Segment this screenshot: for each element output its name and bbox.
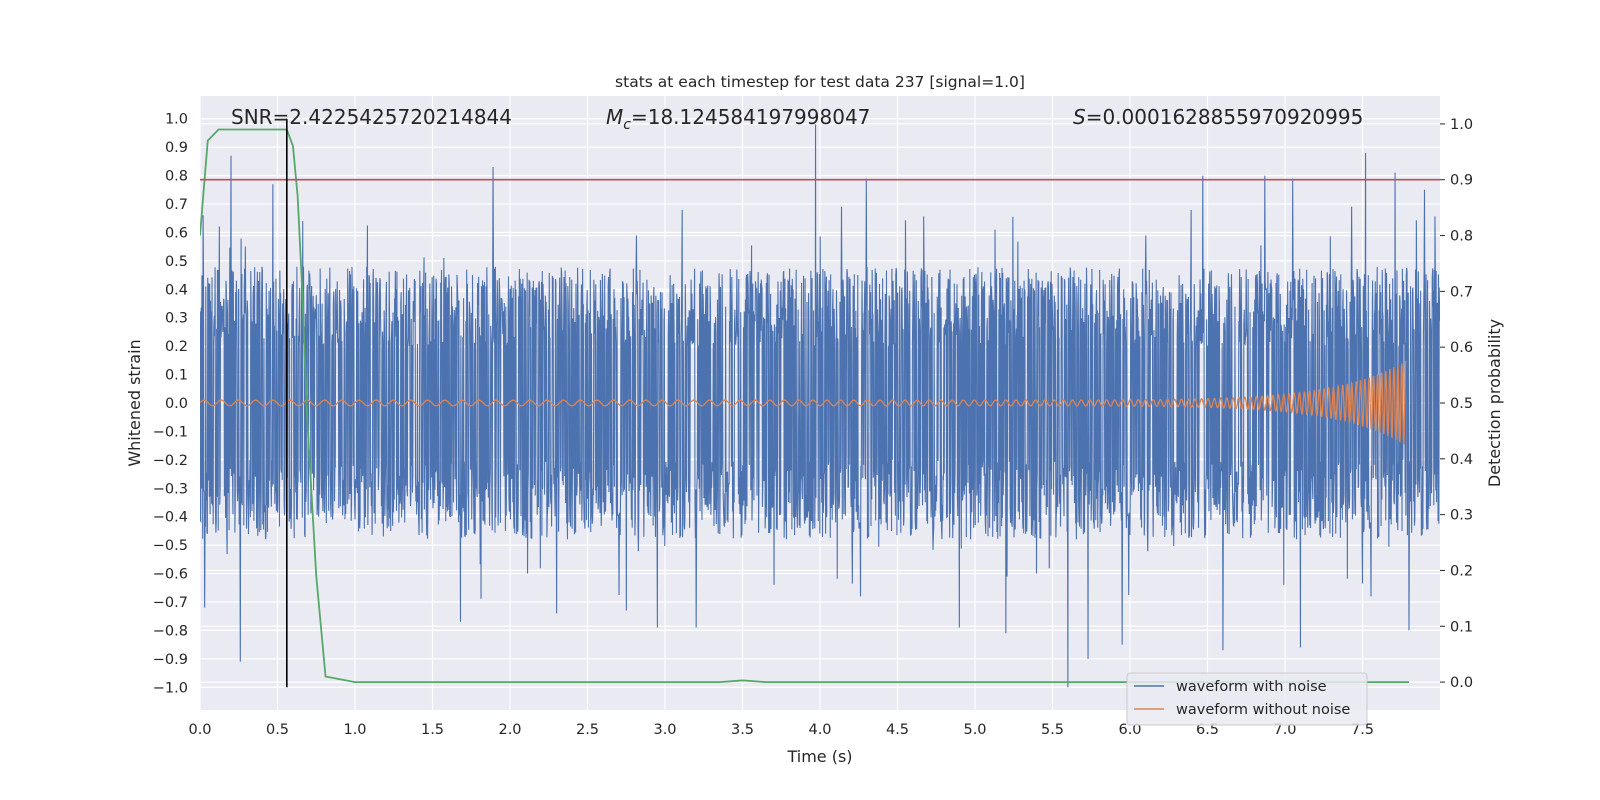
chirp-mass-value: =18.124584197998047: [631, 105, 870, 129]
x-tick-label: 7.5: [1351, 722, 1374, 738]
probability-line: [200, 128, 1409, 683]
y-left-tick-label: 0.0: [165, 396, 188, 412]
y-right-tick-label: 1.0: [1450, 117, 1473, 133]
y-left-tick-label: 0.5: [165, 254, 188, 270]
x-tick-label: 5.0: [963, 722, 986, 738]
x-axis-label: Time (s): [786, 747, 852, 766]
x-tick-label: 2.5: [576, 722, 599, 738]
legend-entry-clean: waveform without noise: [1176, 702, 1350, 718]
y-left-tick-label: −0.4: [153, 510, 188, 526]
y-right-tick-label: 0.8: [1450, 229, 1473, 245]
x-tick-label: 5.5: [1041, 722, 1064, 738]
y-left-tick-label: −0.8: [153, 623, 188, 639]
y-left-tick-label: 0.2: [165, 339, 188, 355]
chirp-line: [200, 360, 1407, 445]
y-right-tick-label: 0.7: [1450, 284, 1473, 300]
y-left-tick-label: −0.7: [153, 595, 188, 611]
x-tick-label: 0.0: [188, 722, 211, 738]
x-tick-label: 1.0: [343, 722, 366, 738]
y-right-tick-label: 0.6: [1450, 340, 1473, 356]
chart-title: stats at each timestep for test data 237…: [615, 73, 1025, 91]
y-left-tick-label: −0.6: [153, 567, 188, 583]
legend: waveform with noise waveform without noi…: [1126, 672, 1368, 726]
legend-box: [1126, 672, 1368, 726]
y-left-axis-ticks: 1.0 0.9 0.8 0.7 0.6 0.5 0.4 0.3 0.2 0.1 0.0 −0.1 −0.…: [153, 112, 188, 697]
y-left-axis-label: Whitened strain: [125, 339, 144, 466]
chirp-mass-symbol: M: [606, 105, 623, 129]
y-left-tick-label: 0.8: [165, 169, 188, 185]
x-tick-label: 7.0: [1273, 722, 1296, 738]
y-left-tick-label: −0.5: [153, 538, 188, 554]
y-left-tick-label: 0.7: [165, 197, 188, 213]
y-left-tick-label: 0.3: [165, 311, 188, 327]
snr-annotation: SNR=2.4225425720214844: [231, 105, 512, 129]
y-left-tick-label: −0.3: [153, 481, 188, 497]
y-left-tick-label: 0.4: [165, 282, 188, 298]
y-right-axis-label: Detection probability: [1485, 319, 1504, 487]
x-tick-label: 3.0: [653, 722, 676, 738]
x-tick-label: 0.5: [266, 722, 289, 738]
y-right-tick-label: 0.9: [1450, 173, 1473, 189]
x-tick-label: 3.5: [731, 722, 754, 738]
noise-line: [200, 124, 1440, 688]
x-tick-label: 1.5: [421, 722, 444, 738]
chirp-mass-subscript: c: [623, 117, 631, 133]
y-left-tick-label: 0.1: [165, 368, 188, 384]
s-value: =0.0001628855970920995: [1086, 105, 1364, 129]
series-waveform-with-noise: [200, 124, 1440, 688]
y-left-tick-label: −0.9: [153, 652, 188, 668]
y-right-tick-label: 0.4: [1450, 452, 1473, 468]
y-right-tick-label: 0.1: [1450, 619, 1473, 635]
x-tick-label: 6.0: [1118, 722, 1141, 738]
y-left-tick-label: −0.2: [153, 453, 188, 469]
legend-entry-noise: waveform with noise: [1176, 679, 1327, 695]
s-symbol: S: [1073, 105, 1086, 129]
y-left-tick-label: −0.1: [153, 424, 188, 440]
x-tick-label: 4.5: [886, 722, 909, 738]
x-tick-label: 4.0: [808, 722, 831, 738]
y-right-tick-label: 0.2: [1450, 563, 1473, 579]
y-left-tick-label: 0.9: [165, 140, 188, 156]
x-tick-label: 2.0: [498, 722, 521, 738]
series-waveform-without-noise: [200, 360, 1407, 445]
y-left-tick-label: 1.0: [165, 112, 188, 128]
y-right-axis-ticks: 1.0 0.9 0.8 0.7 0.6 0.5 0.4 0.3 0.2 0.1 0.0: [1440, 117, 1473, 691]
y-right-tick-label: 0.0: [1450, 675, 1473, 691]
series-detection-probability: [200, 128, 1409, 683]
y-left-tick-label: −1.0: [153, 680, 188, 696]
y-left-tick-label: 0.6: [165, 225, 188, 241]
x-tick-label: 6.5: [1196, 722, 1219, 738]
s-annotation: S=0.0001628855970920995: [1073, 105, 1363, 129]
x-axis-ticks: 0.0 0.5 1.0 1.5 2.0 2.5 3.0 3.5 4.0 4.5 5.0 5.5 6.0 6…: [188, 722, 1374, 738]
chirp-mass-annotation: Mc=18.124584197998047: [606, 105, 870, 133]
y-right-tick-label: 0.5: [1450, 396, 1473, 412]
y-right-tick-label: 0.3: [1450, 508, 1473, 524]
